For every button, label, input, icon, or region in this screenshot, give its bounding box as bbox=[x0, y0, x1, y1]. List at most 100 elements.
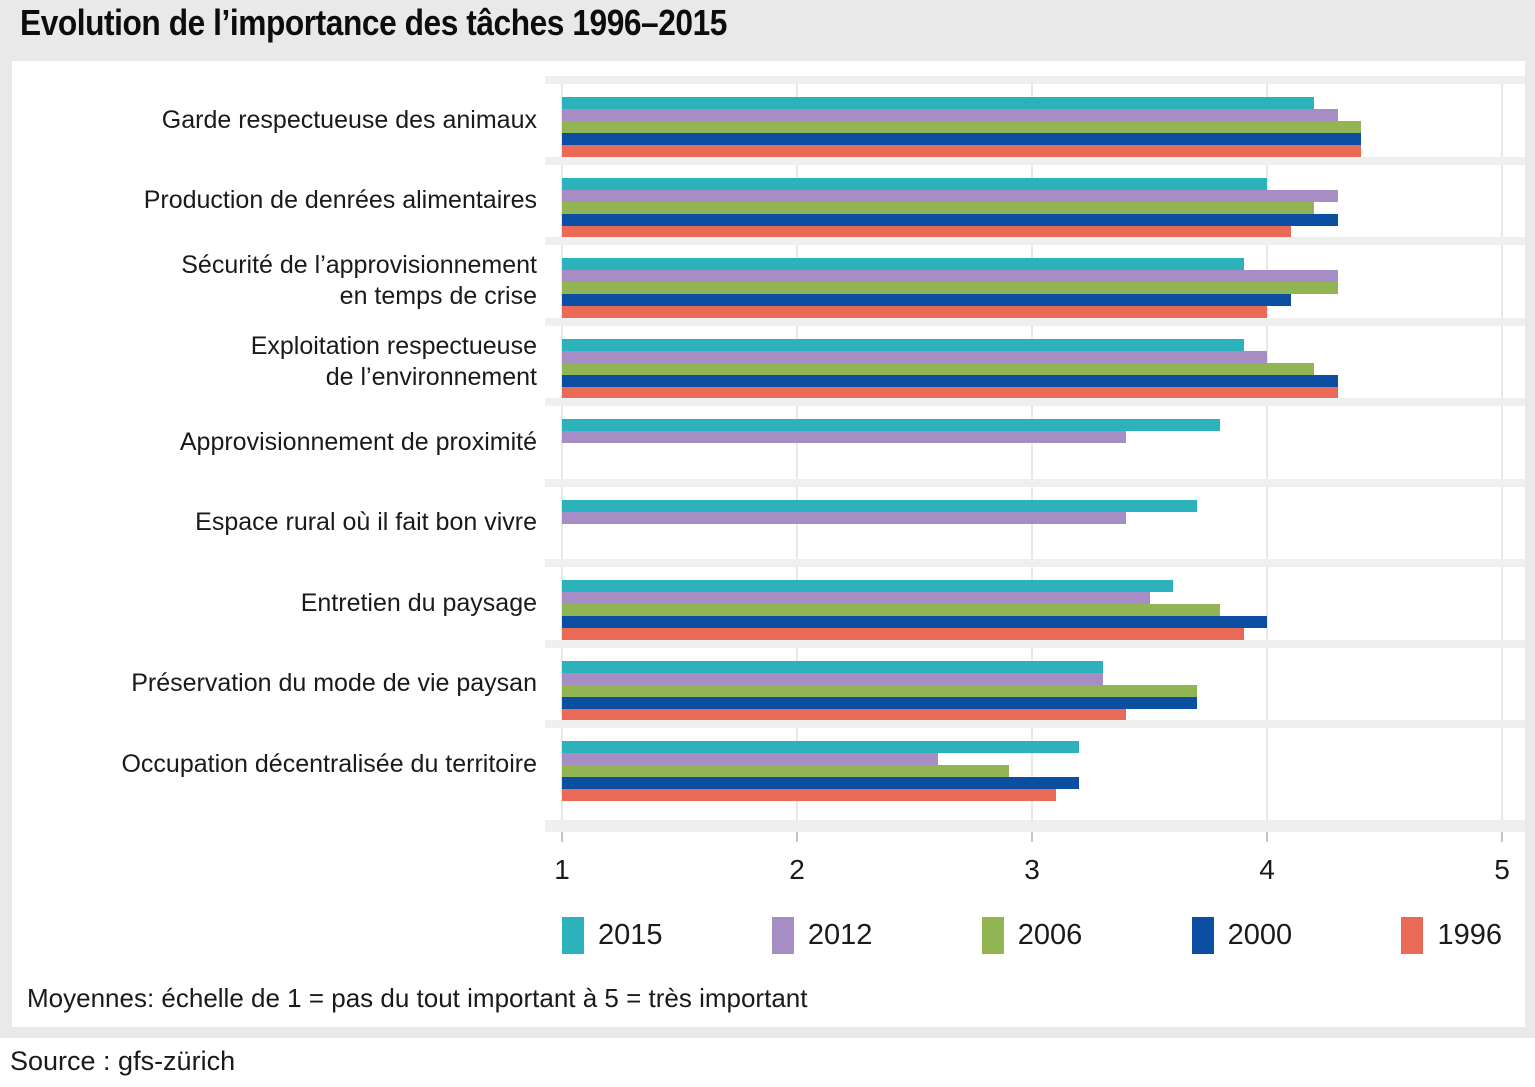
legend-label: 2006 bbox=[1017, 919, 1083, 951]
bar-2012 bbox=[562, 270, 1338, 282]
bar-1996 bbox=[562, 306, 1267, 318]
bar-2015 bbox=[562, 177, 1267, 190]
axis-tick bbox=[1501, 832, 1503, 842]
category-label: Garde respectueuse des animaux bbox=[161, 105, 537, 134]
bar-group bbox=[545, 487, 1525, 559]
category-label: Entretien du paysage bbox=[300, 588, 537, 617]
band-separator bbox=[545, 639, 1525, 648]
band-separator bbox=[545, 317, 1525, 326]
legend: 2015 2012 2006 2000 1996 bbox=[562, 917, 1502, 954]
bar-1996 bbox=[562, 386, 1338, 399]
source-text: Source : gfs-zürich bbox=[10, 1046, 236, 1076]
bar-2012 bbox=[562, 431, 1126, 443]
legend-swatch-icon bbox=[981, 917, 1004, 954]
axis-tick bbox=[796, 832, 798, 842]
legend-swatch-icon bbox=[1401, 917, 1424, 954]
axis-tick bbox=[561, 832, 563, 842]
axis-tick-label: 5 bbox=[1494, 854, 1510, 885]
gridline-1 bbox=[561, 76, 563, 832]
legend-item-2000: 2000 bbox=[1191, 917, 1293, 954]
bar-2012 bbox=[562, 350, 1267, 363]
band-separator bbox=[545, 559, 1525, 567]
bar-2015 bbox=[562, 741, 1079, 753]
legend-swatch-icon bbox=[562, 917, 584, 954]
bar-group bbox=[545, 326, 1525, 399]
axis-tick-label: 2 bbox=[789, 854, 805, 885]
bar-2012 bbox=[562, 189, 1338, 202]
bar-group bbox=[545, 728, 1525, 801]
chart-panel: Garde respectueuse des animaux Production… bbox=[12, 61, 1525, 1027]
bar-2012 bbox=[562, 592, 1150, 604]
gridline-3 bbox=[1031, 76, 1033, 832]
source-strip: Source : gfs-zürich bbox=[0, 1038, 1535, 1087]
footnote: Moyennes: échelle de 1 = pas du tout imp… bbox=[27, 983, 808, 1013]
bar-2006 bbox=[562, 604, 1220, 616]
axis-tick bbox=[1266, 832, 1268, 842]
bar-2000 bbox=[562, 777, 1079, 789]
bar-group bbox=[545, 84, 1525, 157]
bar-2006 bbox=[562, 121, 1361, 133]
axis-tick-label: 1 bbox=[554, 854, 570, 885]
legend-swatch-icon bbox=[1191, 917, 1214, 954]
category-label: Sécurité de l’approvisionnement en temps … bbox=[181, 251, 537, 311]
bar-2006 bbox=[562, 282, 1338, 294]
bar-2015 bbox=[562, 580, 1173, 592]
bar-2015 bbox=[562, 258, 1244, 270]
axis-tick-label: 3 bbox=[1024, 854, 1040, 885]
chart-title: Evolution de l’importance des tâches 199… bbox=[20, 2, 727, 43]
category-label: Approvisionnement de proximité bbox=[179, 427, 537, 456]
axis-tick-label: 4 bbox=[1259, 854, 1275, 885]
legend-item-1996: 1996 bbox=[1401, 917, 1502, 954]
legend-item-2006: 2006 bbox=[981, 917, 1083, 954]
band-separator bbox=[545, 478, 1525, 487]
legend-swatch-icon bbox=[771, 917, 794, 954]
gridline-2 bbox=[796, 76, 798, 832]
bar-2015 bbox=[562, 338, 1244, 351]
legend-label: 2012 bbox=[807, 919, 873, 951]
legend-label: 2000 bbox=[1227, 919, 1293, 951]
band-separator bbox=[545, 76, 1525, 84]
bar-2015 bbox=[562, 419, 1220, 431]
bar-1996 bbox=[562, 225, 1291, 238]
bar-2000 bbox=[562, 696, 1197, 709]
bar-2000 bbox=[562, 133, 1361, 145]
bar-2006 bbox=[562, 201, 1314, 214]
bar-2006 bbox=[562, 362, 1314, 375]
bar-2015 bbox=[562, 499, 1197, 512]
bar-2012 bbox=[562, 672, 1103, 685]
bar-group bbox=[545, 567, 1525, 640]
bar-2000 bbox=[562, 213, 1338, 226]
bar-group bbox=[545, 165, 1525, 238]
bar-2012 bbox=[562, 753, 938, 765]
plot-region bbox=[545, 76, 1525, 832]
bar-2000 bbox=[562, 374, 1338, 387]
category-label: Production de denrées alimentaires bbox=[143, 186, 537, 215]
legend-label: 1996 bbox=[1437, 919, 1502, 951]
legend-item-2015: 2015 bbox=[562, 917, 663, 954]
bar-2012 bbox=[562, 511, 1126, 524]
category-label: Espace rural où il fait bon vivre bbox=[195, 508, 537, 537]
bar-1996 bbox=[562, 145, 1361, 157]
band-separator bbox=[545, 720, 1525, 728]
bar-2015 bbox=[562, 660, 1103, 673]
category-label: Occupation décentralisée du territoire bbox=[121, 749, 537, 778]
bar-2000 bbox=[562, 294, 1291, 306]
gridline-5 bbox=[1501, 76, 1503, 832]
bar-group bbox=[545, 648, 1525, 721]
bar-1996 bbox=[562, 628, 1244, 640]
band-separator bbox=[545, 820, 1525, 832]
bar-group bbox=[545, 406, 1525, 478]
band-separator bbox=[545, 398, 1525, 406]
band-separator bbox=[545, 156, 1525, 165]
bar-1996 bbox=[562, 708, 1126, 721]
bar-2012 bbox=[562, 109, 1338, 121]
bar-2015 bbox=[562, 97, 1314, 109]
band-separator bbox=[545, 237, 1525, 245]
legend-item-2012: 2012 bbox=[771, 917, 873, 954]
category-label: Préservation du mode de vie paysan bbox=[131, 669, 537, 698]
bar-group bbox=[545, 245, 1525, 318]
gridline-4 bbox=[1266, 76, 1268, 832]
axis-tick bbox=[1031, 832, 1033, 842]
bar-2006 bbox=[562, 765, 1009, 777]
